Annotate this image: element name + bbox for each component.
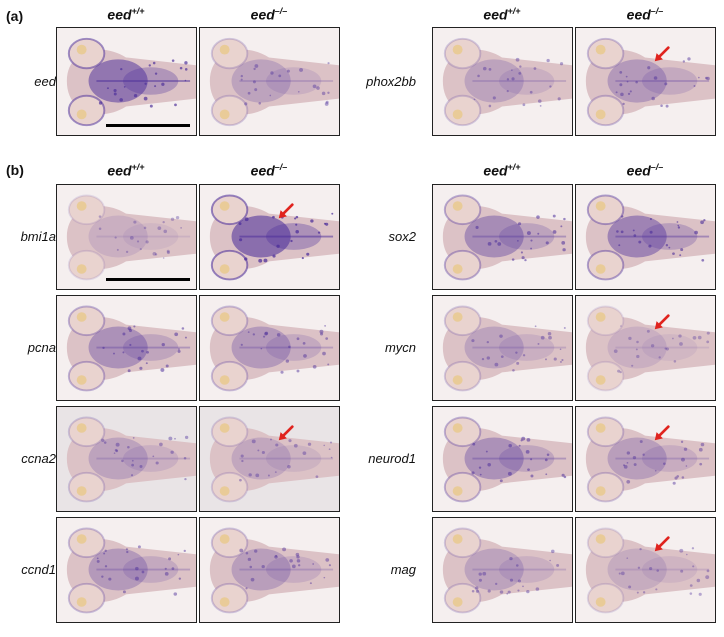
- column-header-wildtype: eed+/+: [56, 162, 196, 179]
- wildtype-embryo-image: [56, 406, 197, 512]
- scale-bar: [106, 278, 190, 281]
- genotype-superscript: –/–: [650, 162, 664, 172]
- red-arrow-icon: [277, 424, 295, 442]
- genotype-base: eed: [107, 162, 132, 179]
- genotype-superscript: +/+: [507, 162, 521, 172]
- genotype-base: eed: [626, 162, 651, 179]
- gene-label: neurod1: [368, 451, 416, 466]
- genotype-superscript: –/–: [274, 6, 288, 16]
- scale-bar: [106, 124, 190, 127]
- gene-label: eed: [34, 73, 56, 89]
- panel-label: (a): [6, 8, 24, 24]
- mutant-embryo-image: [575, 517, 716, 623]
- column-header-wildtype: eed+/+: [56, 6, 196, 23]
- mutant-embryo-image: [199, 184, 340, 290]
- gene-label: ccnd1: [21, 562, 56, 577]
- gene-label: pcna: [27, 340, 56, 355]
- column-header-wildtype: eed+/+: [432, 162, 572, 179]
- wildtype-embryo-image: [432, 517, 573, 623]
- column-header-wildtype: eed+/+: [432, 6, 572, 23]
- genotype-base: eed: [107, 6, 132, 23]
- red-arrow-icon: [653, 45, 671, 63]
- wildtype-embryo-image: [56, 27, 197, 136]
- column-header-mutant: eed–/–: [199, 6, 339, 23]
- panel-label: (b): [6, 162, 24, 178]
- gene-label: bmi1a: [20, 229, 56, 244]
- genotype-superscript: +/+: [131, 162, 145, 172]
- gene-label: phox2bb: [366, 73, 416, 89]
- wildtype-embryo-image: [432, 27, 573, 136]
- genotype-superscript: +/+: [131, 6, 145, 16]
- genotype-base: eed: [483, 162, 508, 179]
- mutant-embryo-image: [575, 406, 716, 512]
- mutant-embryo-image: [575, 295, 716, 401]
- genotype-superscript: –/–: [274, 162, 288, 172]
- genotype-base: eed: [250, 6, 275, 23]
- red-arrow-icon: [277, 202, 295, 220]
- wildtype-embryo-image: [56, 517, 197, 623]
- red-arrow-icon: [653, 535, 671, 553]
- wildtype-embryo-image: [56, 184, 197, 290]
- column-header-mutant: eed–/–: [575, 162, 715, 179]
- mutant-embryo-image: [575, 184, 716, 290]
- wildtype-embryo-image: [432, 406, 573, 512]
- genotype-base: eed: [626, 6, 651, 23]
- genotype-superscript: –/–: [650, 6, 664, 16]
- wildtype-embryo-image: [432, 184, 573, 290]
- red-arrow-icon: [653, 313, 671, 331]
- gene-label: mycn: [384, 340, 416, 355]
- genotype-base: eed: [483, 6, 508, 23]
- genotype-base: eed: [250, 162, 275, 179]
- wildtype-embryo-image: [432, 295, 573, 401]
- genotype-superscript: +/+: [507, 6, 521, 16]
- gene-label: mag: [390, 562, 416, 577]
- mutant-embryo-image: [199, 27, 340, 136]
- mutant-embryo-image: [575, 27, 716, 136]
- mutant-embryo-image: [199, 517, 340, 623]
- gene-label: sox2: [388, 229, 416, 244]
- column-header-mutant: eed–/–: [575, 6, 715, 23]
- mutant-embryo-image: [199, 406, 340, 512]
- wildtype-embryo-image: [56, 295, 197, 401]
- column-header-mutant: eed–/–: [199, 162, 339, 179]
- red-arrow-icon: [653, 424, 671, 442]
- gene-label: ccna2: [21, 451, 56, 466]
- mutant-embryo-image: [199, 295, 340, 401]
